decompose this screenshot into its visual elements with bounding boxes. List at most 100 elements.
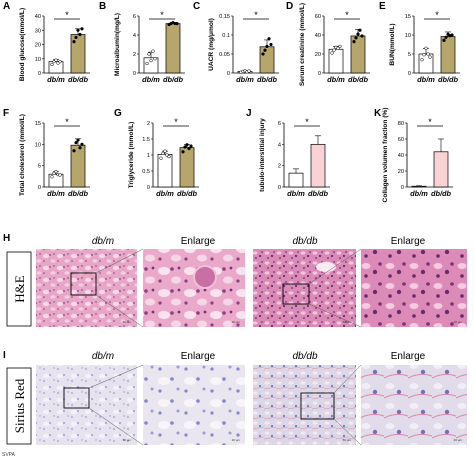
data-point	[428, 55, 432, 59]
col-title-dbm: db/m	[92, 351, 114, 362]
data-point	[269, 42, 273, 47]
y-tick-label: 0	[38, 185, 41, 191]
histology-he: H db/m Enlarge db/db Enlarge H&E 50 µm 2…	[3, 233, 467, 328]
panel-label-h: H	[3, 233, 10, 244]
y-tick-label: 20	[35, 43, 41, 49]
y-tick-label: 0	[227, 71, 230, 77]
x-category-label: db/m	[327, 75, 345, 84]
bar-db-db	[310, 143, 326, 188]
y-axis-label: BUN(mmol/L)	[389, 23, 396, 65]
data-point	[187, 146, 191, 151]
bar-db-m	[411, 185, 427, 188]
y-tick-label: 40	[35, 14, 41, 20]
data-point	[54, 58, 58, 62]
chart-panel-k: K Collagen volumen fraction (%) 0 20 40 60 80 d…	[374, 108, 453, 203]
data-point	[450, 33, 454, 37]
data-point	[336, 46, 340, 50]
scale-label: 20 µm	[232, 320, 241, 324]
data-point	[167, 154, 171, 159]
data-point	[332, 48, 336, 52]
x-category-label: db/db	[163, 75, 184, 84]
y-axis-label: Collagen volumen fraction (%)	[382, 108, 389, 203]
row-label-sr: Sirius Red	[12, 378, 27, 433]
y-tick-label: 4	[133, 33, 136, 39]
y-tick-label: 0	[278, 185, 281, 191]
y-axis-label: tubulo-interstitial injury	[259, 118, 266, 192]
sr-dbdb-enlarge-image	[361, 365, 467, 445]
x-category-label: db/db	[177, 189, 198, 198]
data-point	[181, 150, 185, 154]
data-point	[163, 149, 167, 153]
he-dbm-overview-image	[36, 249, 137, 327]
y-axis-label: Total cholesterol (mmol/L)	[19, 114, 26, 196]
x-category-label: db/m	[47, 75, 65, 84]
he-dbm-zoom-box	[70, 272, 97, 296]
y-tick-label: 15	[35, 121, 41, 127]
data-point	[444, 35, 448, 39]
y-tick-label: 0.05	[219, 52, 230, 58]
data-point	[74, 35, 78, 40]
data-point	[247, 69, 251, 73]
scale-label: 20 µm	[454, 320, 463, 324]
significance-star: *	[428, 117, 432, 127]
panel-label-i: I	[3, 350, 6, 361]
bar-db-db	[433, 151, 449, 188]
y-axis-label: Serum creatinine (mmol/L)	[299, 3, 306, 86]
y-tick-label: 20	[315, 52, 321, 58]
y-tick-label: 4	[278, 142, 281, 148]
data-point	[267, 37, 271, 41]
data-point	[151, 49, 155, 53]
data-point	[261, 52, 265, 56]
significance-star: *	[345, 10, 349, 20]
y-tick-label: 5	[408, 52, 411, 58]
chart-panel-d: D Serum creatinine (mmol/L) 0 20 40 60 db/m db/…	[286, 1, 370, 86]
x-category-label: db/db	[308, 189, 329, 198]
data-point	[420, 58, 424, 62]
y-tick-label: 2	[133, 52, 136, 58]
panel-label-c: C	[193, 1, 200, 12]
data-point	[265, 44, 269, 49]
data-point	[50, 175, 54, 179]
x-category-label: db/db	[431, 189, 452, 198]
y-tick-label: 10	[35, 57, 41, 63]
x-category-label: db/m	[236, 75, 254, 84]
histology-sirius: I db/m Enlarge db/db Enlarge Sirius Red …	[3, 350, 467, 446]
data-point	[422, 53, 426, 57]
scale-label: 50 µm	[123, 438, 132, 442]
col-title-dbdb: db/db	[292, 236, 317, 247]
data-point	[76, 138, 80, 142]
y-tick-label: 0	[133, 71, 136, 77]
y-tick-label: 0	[408, 71, 411, 77]
data-point	[58, 59, 62, 64]
data-point	[76, 28, 80, 32]
x-category-label: db/db	[68, 189, 89, 198]
y-axis-label: Triglyceride (mmol/L)	[128, 122, 135, 189]
y-tick-label: 0	[147, 185, 150, 191]
he-dbdb-zoom-line	[308, 303, 362, 328]
scale-label: 20 µm	[454, 438, 463, 442]
data-point	[358, 28, 362, 32]
significance-star: *	[435, 10, 439, 20]
y-tick-label: 0.15	[219, 14, 230, 20]
y-tick-label: 5	[38, 164, 41, 170]
scale-label: 50 µm	[343, 438, 352, 442]
x-category-label: db/m	[417, 75, 435, 84]
data-point	[354, 36, 358, 40]
panel-label-g: G	[114, 108, 122, 119]
data-point	[183, 145, 187, 149]
data-point	[78, 32, 82, 37]
he-dbdb-zoom-box	[282, 283, 310, 305]
bar-db-db	[179, 147, 195, 188]
data-point	[161, 151, 165, 156]
row-label-box-he	[6, 251, 32, 327]
y-axis-label: Blood glucose(mmol/L)	[19, 8, 26, 81]
data-point	[263, 48, 267, 52]
sr-dbm-zoom-line	[88, 407, 144, 446]
data-point	[338, 44, 342, 49]
he-dbdb-overview-image	[253, 249, 356, 327]
y-tick-label: 1	[147, 153, 150, 159]
col-title-enlarge-1: Enlarge	[181, 351, 216, 362]
data-point	[72, 40, 76, 44]
y-tick-label: 20	[398, 169, 404, 175]
